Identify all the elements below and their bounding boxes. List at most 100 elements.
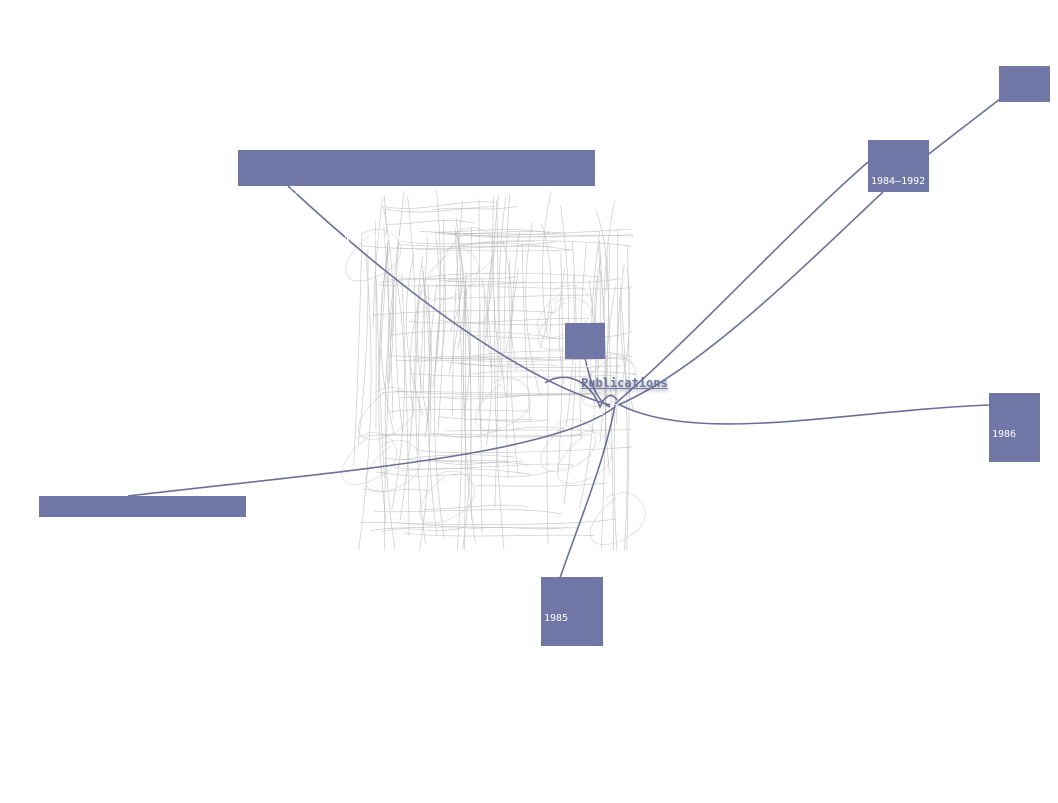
- center-node-publications[interactable]: Publications: [581, 376, 668, 390]
- sketch-stroke: [506, 269, 519, 478]
- graph-links: [127, 98, 1001, 579]
- sketch-stroke: [463, 284, 471, 410]
- sketch-stroke: [385, 206, 495, 213]
- sketch-stroke: [436, 393, 575, 400]
- sketch-stroke: [395, 247, 572, 252]
- sketch-stroke: [434, 294, 593, 299]
- node-line: littéraire: [871, 272, 932, 283]
- node-line: 1985: [544, 613, 569, 624]
- node-line: 2000 Casimir Joseph Pétiaux Aquarium: [42, 532, 259, 543]
- sketch-stroke: [358, 254, 372, 551]
- sketch-stroke: [462, 272, 476, 545]
- sketch-stroke: [606, 255, 614, 551]
- sketch-stroke: [432, 189, 441, 388]
- sketch-stroke: [605, 286, 616, 474]
- sketch-stroke: [557, 253, 563, 471]
- sketch-stroke: [379, 278, 467, 283]
- node-1989-saturnus[interactable]: 1989 Saturnus: [999, 66, 1050, 161]
- sketch-stroke: [458, 362, 622, 368]
- sketch-stroke: [409, 289, 423, 414]
- sketch-stroke: [472, 418, 549, 423]
- sketch-stroke: [613, 285, 622, 551]
- sketch-stroke: [595, 209, 608, 291]
- sketch-stroke: [467, 527, 569, 530]
- sketch-stroke: [417, 238, 429, 451]
- sketch-stroke: [620, 264, 634, 410]
- sketch-stroke: [395, 390, 602, 396]
- link-1982-prague: [584, 357, 611, 408]
- sketch-stroke: [436, 461, 531, 466]
- sketch-stroke: [376, 278, 385, 478]
- sketch-stroke: [492, 194, 503, 376]
- link-loop: [544, 376, 618, 410]
- sketch-stroke: [590, 492, 646, 545]
- sketch-stroke: [471, 426, 565, 432]
- sketch-stroke: [539, 223, 552, 349]
- sketch-stroke: [369, 526, 579, 531]
- node-2000-petiaux-aquarium[interactable]: 2000 Casimir Joseph Pétiaux Aquarium: [39, 496, 259, 543]
- sketch-stroke: [365, 439, 421, 493]
- sketch-stroke: [483, 244, 494, 327]
- sketch-stroke: [415, 283, 426, 544]
- sketch-stroke: [430, 229, 550, 234]
- node-1982-methode-associative[interactable]: 1982 La ‘méthode associative’ dans la co…: [238, 150, 595, 245]
- sketch-stroke: [363, 488, 430, 492]
- link-2000-aquarium: [127, 406, 616, 497]
- sketch-stroke: [387, 355, 489, 360]
- sketch-stroke: [431, 430, 500, 439]
- node-1985-babylone4[interactable]: 1985 Babylone4 Guggenheim Venise: [541, 577, 604, 768]
- sketch-stroke: [494, 199, 499, 508]
- sketch-stroke: [521, 242, 531, 421]
- sketch-stroke: [381, 201, 495, 209]
- sketch-stroke: [473, 358, 633, 363]
- sketch-stroke: [596, 246, 601, 388]
- sketch-stroke: [390, 408, 531, 412]
- sketch-stroke: [384, 195, 390, 383]
- node-1984-cafe-litteraire[interactable]: 1984–1992 Café littéraire: [868, 140, 931, 283]
- sketch-stroke: [431, 285, 633, 290]
- sketch-stroke: [378, 238, 389, 377]
- node-line: Venise: [544, 757, 581, 768]
- sketch-stroke: [475, 377, 531, 431]
- sketch-stroke: [453, 232, 633, 236]
- sketch-stroke: [556, 431, 613, 484]
- link-1986-ennemi: [619, 404, 991, 425]
- sketch-stroke: [450, 242, 573, 251]
- node-1986-ennemi[interactable]: 1986 L'Ennemi Jiri John: [989, 393, 1040, 584]
- sketch-stroke: [396, 518, 616, 525]
- sketch-stroke: [362, 433, 583, 438]
- node-line: Babylone4: [544, 661, 599, 672]
- node-1982-prague[interactable]: 1982 Prague: [565, 323, 605, 418]
- sketch-stroke: [462, 289, 468, 417]
- sketch-stroke: [621, 301, 628, 551]
- sketch-stroke: [446, 278, 621, 284]
- sketch-stroke: [400, 468, 531, 475]
- sketch-stroke: [383, 285, 395, 551]
- node-line: 1982: [568, 359, 593, 370]
- sketch-stroke: [468, 370, 636, 376]
- sketch-stroke: [384, 277, 396, 551]
- sketch-stroke: [482, 293, 485, 402]
- sketch-stroke: [474, 482, 608, 487]
- node-line: 1989: [1002, 102, 1027, 113]
- sketch-stroke: [464, 230, 566, 235]
- graph-canvas: [127, 98, 1001, 579]
- background-sketch-image: [341, 189, 646, 551]
- sketch-stroke: [385, 458, 508, 462]
- sketch-stroke: [616, 228, 619, 423]
- sketch-stroke: [419, 460, 523, 463]
- sketch-stroke: [470, 234, 634, 238]
- sketch-stroke: [498, 196, 507, 397]
- sketch-stroke: [391, 276, 405, 510]
- sketch-stroke: [376, 471, 458, 477]
- sketch-stroke: [416, 255, 429, 422]
- sketch-stroke: [389, 276, 517, 281]
- sketch-stroke: [353, 233, 363, 466]
- sketch-stroke: [427, 272, 598, 278]
- sketch-stroke: [401, 274, 410, 537]
- node-line: architecturale — Architektura CSR: [241, 234, 440, 245]
- sketch-stroke: [378, 244, 389, 522]
- sketch-stroke: [525, 222, 541, 396]
- sketch-stroke: [603, 200, 615, 373]
- sketch-stroke: [357, 249, 369, 445]
